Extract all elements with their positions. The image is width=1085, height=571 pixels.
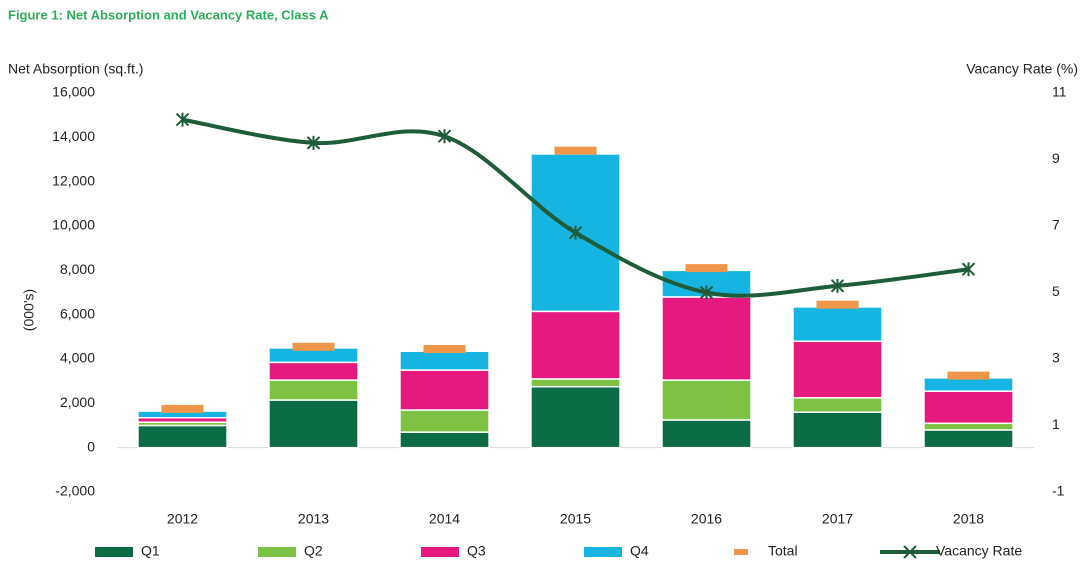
- y-tick-label: 16,000: [52, 84, 95, 100]
- bar-segment: [792, 340, 883, 399]
- bar-segment: [792, 411, 883, 449]
- bar-segment: [399, 431, 490, 449]
- legend-swatch: [734, 549, 748, 555]
- total-marker: [292, 342, 335, 351]
- line-point: [961, 262, 976, 277]
- y-tick-label: 14,000: [52, 128, 95, 144]
- y-unit-label: (000's): [21, 289, 37, 331]
- legend-swatch: [258, 547, 296, 557]
- y-tick-label: 6,000: [60, 305, 95, 321]
- x-tick-label: 2014: [429, 511, 460, 527]
- legend-label: Vacancy Rate: [936, 543, 1022, 559]
- legend-label: Q3: [467, 543, 486, 559]
- chart-title: Figure 1: Net Absorption and Vacancy Rat…: [8, 7, 329, 22]
- bar-segment: [792, 397, 883, 413]
- x-tick-label: 2012: [167, 511, 198, 527]
- legend-label: Total: [768, 543, 798, 559]
- line-point: [175, 112, 190, 127]
- legend-label: Q1: [141, 543, 160, 559]
- x-tick-label: 2016: [691, 511, 722, 527]
- legend-swatch: [584, 547, 622, 557]
- total-marker: [685, 264, 728, 273]
- total-marker: [161, 404, 204, 413]
- y-axis-label: Net Absorption (sq.ft.): [8, 61, 143, 77]
- x-tick-label: 2018: [953, 511, 984, 527]
- y2-tick-label: 1: [1052, 416, 1060, 432]
- bar-segment: [923, 429, 1014, 449]
- bar-segment: [399, 369, 490, 411]
- y-tick-label: 4,000: [60, 350, 95, 366]
- line-point: [306, 135, 321, 150]
- total-marker: [947, 371, 990, 380]
- y-tick-label: 10,000: [52, 217, 95, 233]
- bar-segment: [268, 379, 359, 401]
- bar-segment: [923, 390, 1014, 425]
- line-point: [437, 129, 452, 144]
- bar-segment: [268, 399, 359, 449]
- x-tick-label: 2013: [298, 511, 329, 527]
- legend-label: Q4: [630, 543, 649, 559]
- bar-segment: [923, 422, 1014, 431]
- y2-tick-label: 3: [1052, 350, 1060, 366]
- bar-segment: [661, 296, 752, 381]
- line-point: [699, 285, 714, 300]
- y-tick-label: 0: [87, 438, 95, 454]
- y2-axis-label: Vacancy Rate (%): [966, 61, 1078, 77]
- bar-segment: [923, 377, 1014, 392]
- y-tick-label: 12,000: [52, 172, 95, 188]
- bar-segment: [792, 306, 883, 343]
- legend-swatch: [95, 547, 133, 557]
- bar-segment: [530, 385, 621, 449]
- legend-label: Q2: [304, 543, 323, 559]
- y-tick-label: 2,000: [60, 394, 95, 410]
- y-tick-label: -2,000: [55, 483, 95, 499]
- y-tick-label: 8,000: [60, 261, 95, 277]
- y2-tick-label: 5: [1052, 283, 1060, 299]
- bar-segment: [661, 419, 752, 449]
- total-marker: [423, 345, 466, 354]
- y2-tick-label: 11: [1052, 84, 1067, 100]
- line-point: [568, 225, 583, 240]
- legend-swatch: [903, 545, 917, 559]
- bar-segment: [137, 424, 228, 449]
- bar-segment: [268, 361, 359, 381]
- bar-segment: [530, 310, 621, 380]
- bar-segment: [399, 350, 490, 371]
- total-marker: [816, 300, 859, 309]
- x-tick-label: 2015: [560, 511, 591, 527]
- y2-tick-label: -1: [1052, 483, 1065, 499]
- bar-segment: [399, 409, 490, 433]
- legend-swatch: [421, 547, 459, 557]
- total-marker: [554, 146, 597, 155]
- y2-tick-label: 7: [1052, 217, 1060, 233]
- line-point: [830, 278, 845, 293]
- bar-segment: [530, 378, 621, 388]
- y2-tick-label: 9: [1052, 150, 1060, 166]
- bar-segment: [661, 379, 752, 421]
- x-tick-label: 2017: [822, 511, 853, 527]
